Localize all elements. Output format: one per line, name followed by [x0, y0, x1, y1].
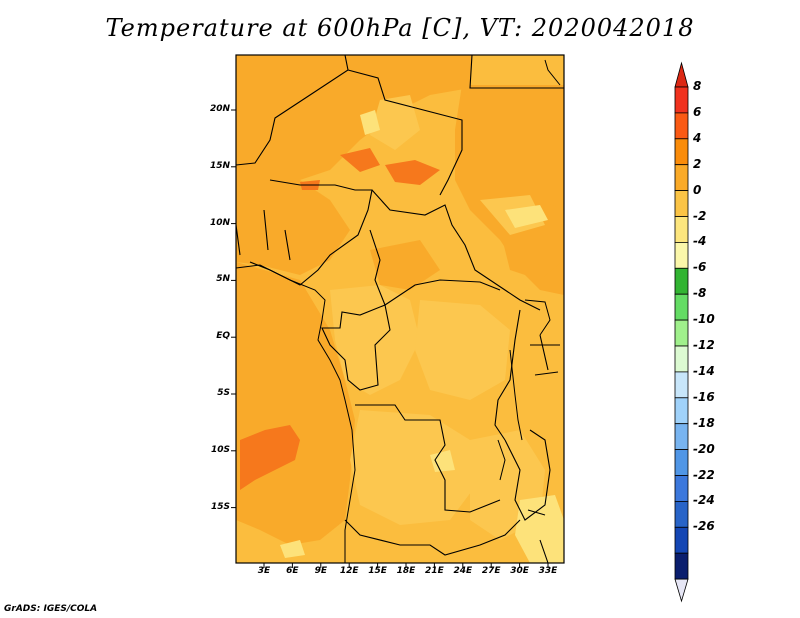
- coastlines: [235, 59, 561, 563]
- lon-label: 27E: [481, 566, 501, 576]
- grads-credit: GrADS: IGES/COLA: [4, 604, 98, 614]
- colorbar-swatch: [674, 112, 689, 140]
- colorbar-swatch: [674, 241, 689, 269]
- colorbar-swatch: [674, 397, 689, 425]
- lon-label: 15E: [368, 566, 387, 576]
- colorbar-swatch: [674, 86, 689, 114]
- colorbar-label: 8: [693, 79, 702, 93]
- lat-label: 10N: [209, 217, 230, 228]
- colorbar-label: -18: [693, 415, 715, 430]
- colorbar-swatch: [674, 190, 689, 217]
- lon-label: 30E: [510, 566, 529, 576]
- axis-ticks: [231, 109, 549, 568]
- lat-label: 5N: [216, 274, 230, 285]
- colorbar-label: -6: [693, 260, 707, 275]
- lat-label: 10S: [210, 444, 230, 455]
- colorbar: [674, 61, 689, 603]
- chart-title: Temperature at 600hPa [C], VT: 202004201…: [105, 14, 695, 42]
- cold-patch-shading: [280, 110, 564, 563]
- colorbar-swatch: [674, 319, 689, 347]
- map-frame: [235, 54, 565, 564]
- colorbar-label: -2: [693, 208, 707, 223]
- colorbar-swatch: [674, 164, 689, 191]
- hot-region-shading: [240, 148, 440, 490]
- colorbar-label: 0: [693, 182, 702, 197]
- lon-label: 12E: [339, 566, 359, 576]
- colorbar-swatch: [674, 500, 689, 528]
- colorbar-swatch: [674, 449, 689, 476]
- colorbar-label: -22: [693, 467, 715, 482]
- colorbar-swatch: [674, 371, 689, 399]
- lon-label: 21E: [425, 566, 444, 576]
- colorbar-label: -8: [693, 286, 707, 301]
- colorbar-label: -26: [693, 519, 715, 534]
- colorbar-label: 2: [693, 156, 702, 171]
- colorbar-label: -14: [693, 363, 715, 378]
- colorbar-label: -20: [693, 441, 715, 456]
- colorbar-label: 4: [693, 130, 702, 145]
- colorbar-label: -4: [693, 234, 707, 249]
- lat-label: 5S: [217, 388, 230, 398]
- lon-label: 3E: [257, 566, 271, 576]
- colorbar-swatch: [674, 423, 689, 451]
- lon-label: 6E: [286, 566, 299, 576]
- colorbar-swatch: [674, 216, 689, 243]
- colorbar-label: -12: [693, 338, 715, 352]
- lat-label: 15S: [210, 501, 230, 512]
- colorbar-swatch: [674, 526, 689, 554]
- lon-label: 33E: [538, 566, 558, 576]
- colorbar-label: -10: [693, 312, 715, 327]
- colorbar-swatch: [674, 345, 689, 373]
- lon-label: 18E: [396, 566, 416, 576]
- lat-label: 15N: [209, 160, 230, 171]
- colorbar-bottom-arrow: [674, 578, 689, 603]
- colorbar-swatch: [674, 552, 689, 580]
- colorbar-swatch: [674, 293, 689, 321]
- lon-label: 9E: [314, 566, 327, 576]
- colorbar-swatch: [674, 267, 689, 295]
- colorbar-label: -16: [693, 389, 715, 404]
- lon-label: 24E: [453, 566, 473, 576]
- lat-label: EQ: [216, 331, 230, 342]
- colorbar-swatch: [674, 475, 689, 502]
- colorbar-swatch: [674, 138, 689, 166]
- colorbar-top-arrow: [674, 61, 689, 88]
- colorbar-label: -24: [693, 493, 715, 508]
- colorbar-label: 6: [693, 104, 702, 119]
- lat-label: 20N: [209, 104, 230, 114]
